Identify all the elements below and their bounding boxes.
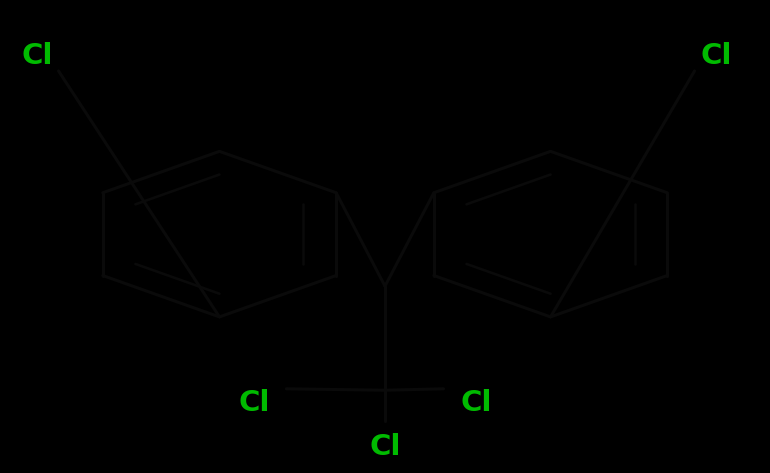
Text: Cl: Cl xyxy=(370,433,400,461)
Text: Cl: Cl xyxy=(239,389,270,417)
Text: Cl: Cl xyxy=(22,42,52,70)
Text: Cl: Cl xyxy=(460,389,491,417)
Text: Cl: Cl xyxy=(701,42,732,70)
